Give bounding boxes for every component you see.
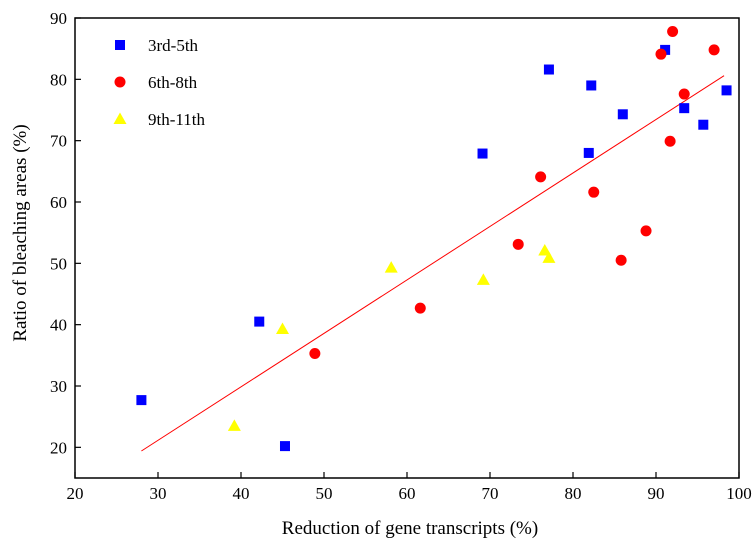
x-tick-label: 80 [565, 484, 582, 503]
data-point-series-3 [384, 261, 398, 273]
trend-line [141, 75, 725, 452]
legend: 3rd-5th 6th-8th 9th-11th [113, 36, 205, 129]
y-axis-ticks: 20 30 40 50 60 70 80 90 [50, 9, 81, 457]
x-tick-label: 100 [726, 484, 752, 503]
x-axis-title: Reduction of gene transcripts (%) [282, 518, 538, 539]
y-tick-label: 80 [50, 70, 67, 89]
data-point-series-1 [617, 109, 628, 120]
legend-label-1: 3rd-5th [148, 36, 199, 55]
data-point-series-3 [476, 273, 490, 285]
data-point-series-1 [583, 147, 594, 158]
legend-label-3: 9th-11th [148, 110, 205, 129]
data-point-series-1 [679, 103, 690, 114]
data-point-series-2 [512, 238, 524, 250]
y-tick-label: 20 [50, 438, 67, 457]
x-tick-label: 40 [233, 484, 250, 503]
data-point-series-2 [678, 88, 690, 100]
data-point-series-3 [227, 419, 241, 431]
data-point-series-2 [655, 48, 667, 60]
data-point-series-1 [698, 119, 709, 130]
data-point-series-1 [543, 64, 554, 75]
data-points [136, 25, 732, 452]
y-tick-label: 50 [50, 254, 67, 273]
data-point-series-2 [615, 254, 627, 266]
legend-marker-1 [115, 40, 125, 50]
y-tick-label: 30 [50, 377, 67, 396]
data-point-series-2 [309, 347, 321, 359]
x-tick-label: 30 [150, 484, 167, 503]
data-point-series-2 [640, 225, 652, 237]
y-axis-title: Ratio of bleaching areas (%) [10, 124, 31, 341]
legend-marker-2 [114, 76, 126, 88]
data-point-series-1 [586, 80, 597, 91]
x-tick-label: 20 [67, 484, 84, 503]
data-point-series-3 [538, 243, 552, 256]
data-point-series-2 [667, 25, 679, 37]
legend-marker-3 [113, 112, 127, 124]
data-point-series-1 [721, 85, 732, 96]
y-tick-label: 70 [50, 132, 67, 151]
y-tick-label: 40 [50, 316, 67, 335]
x-tick-label: 70 [482, 484, 499, 503]
data-point-series-2 [535, 171, 547, 183]
y-tick-label: 60 [50, 193, 67, 212]
y-tick-label: 90 [50, 9, 67, 28]
x-tick-label: 50 [316, 484, 333, 503]
x-tick-label: 60 [399, 484, 416, 503]
data-point-series-2 [414, 302, 426, 314]
data-point-series-1 [477, 148, 488, 159]
data-point-series-1 [254, 316, 265, 327]
data-point-series-2 [708, 44, 720, 56]
data-point-series-3 [276, 322, 289, 334]
x-axis-ticks: 20 30 40 50 60 70 80 90 100 [67, 472, 752, 503]
data-point-series-2 [588, 186, 600, 198]
data-point-series-1 [279, 441, 290, 452]
data-point-series-3 [542, 251, 556, 263]
legend-label-2: 6th-8th [148, 73, 198, 92]
data-point-series-2 [664, 135, 676, 147]
x-tick-label: 90 [648, 484, 665, 503]
data-point-series-1 [660, 44, 671, 55]
data-point-series-1 [136, 395, 147, 406]
